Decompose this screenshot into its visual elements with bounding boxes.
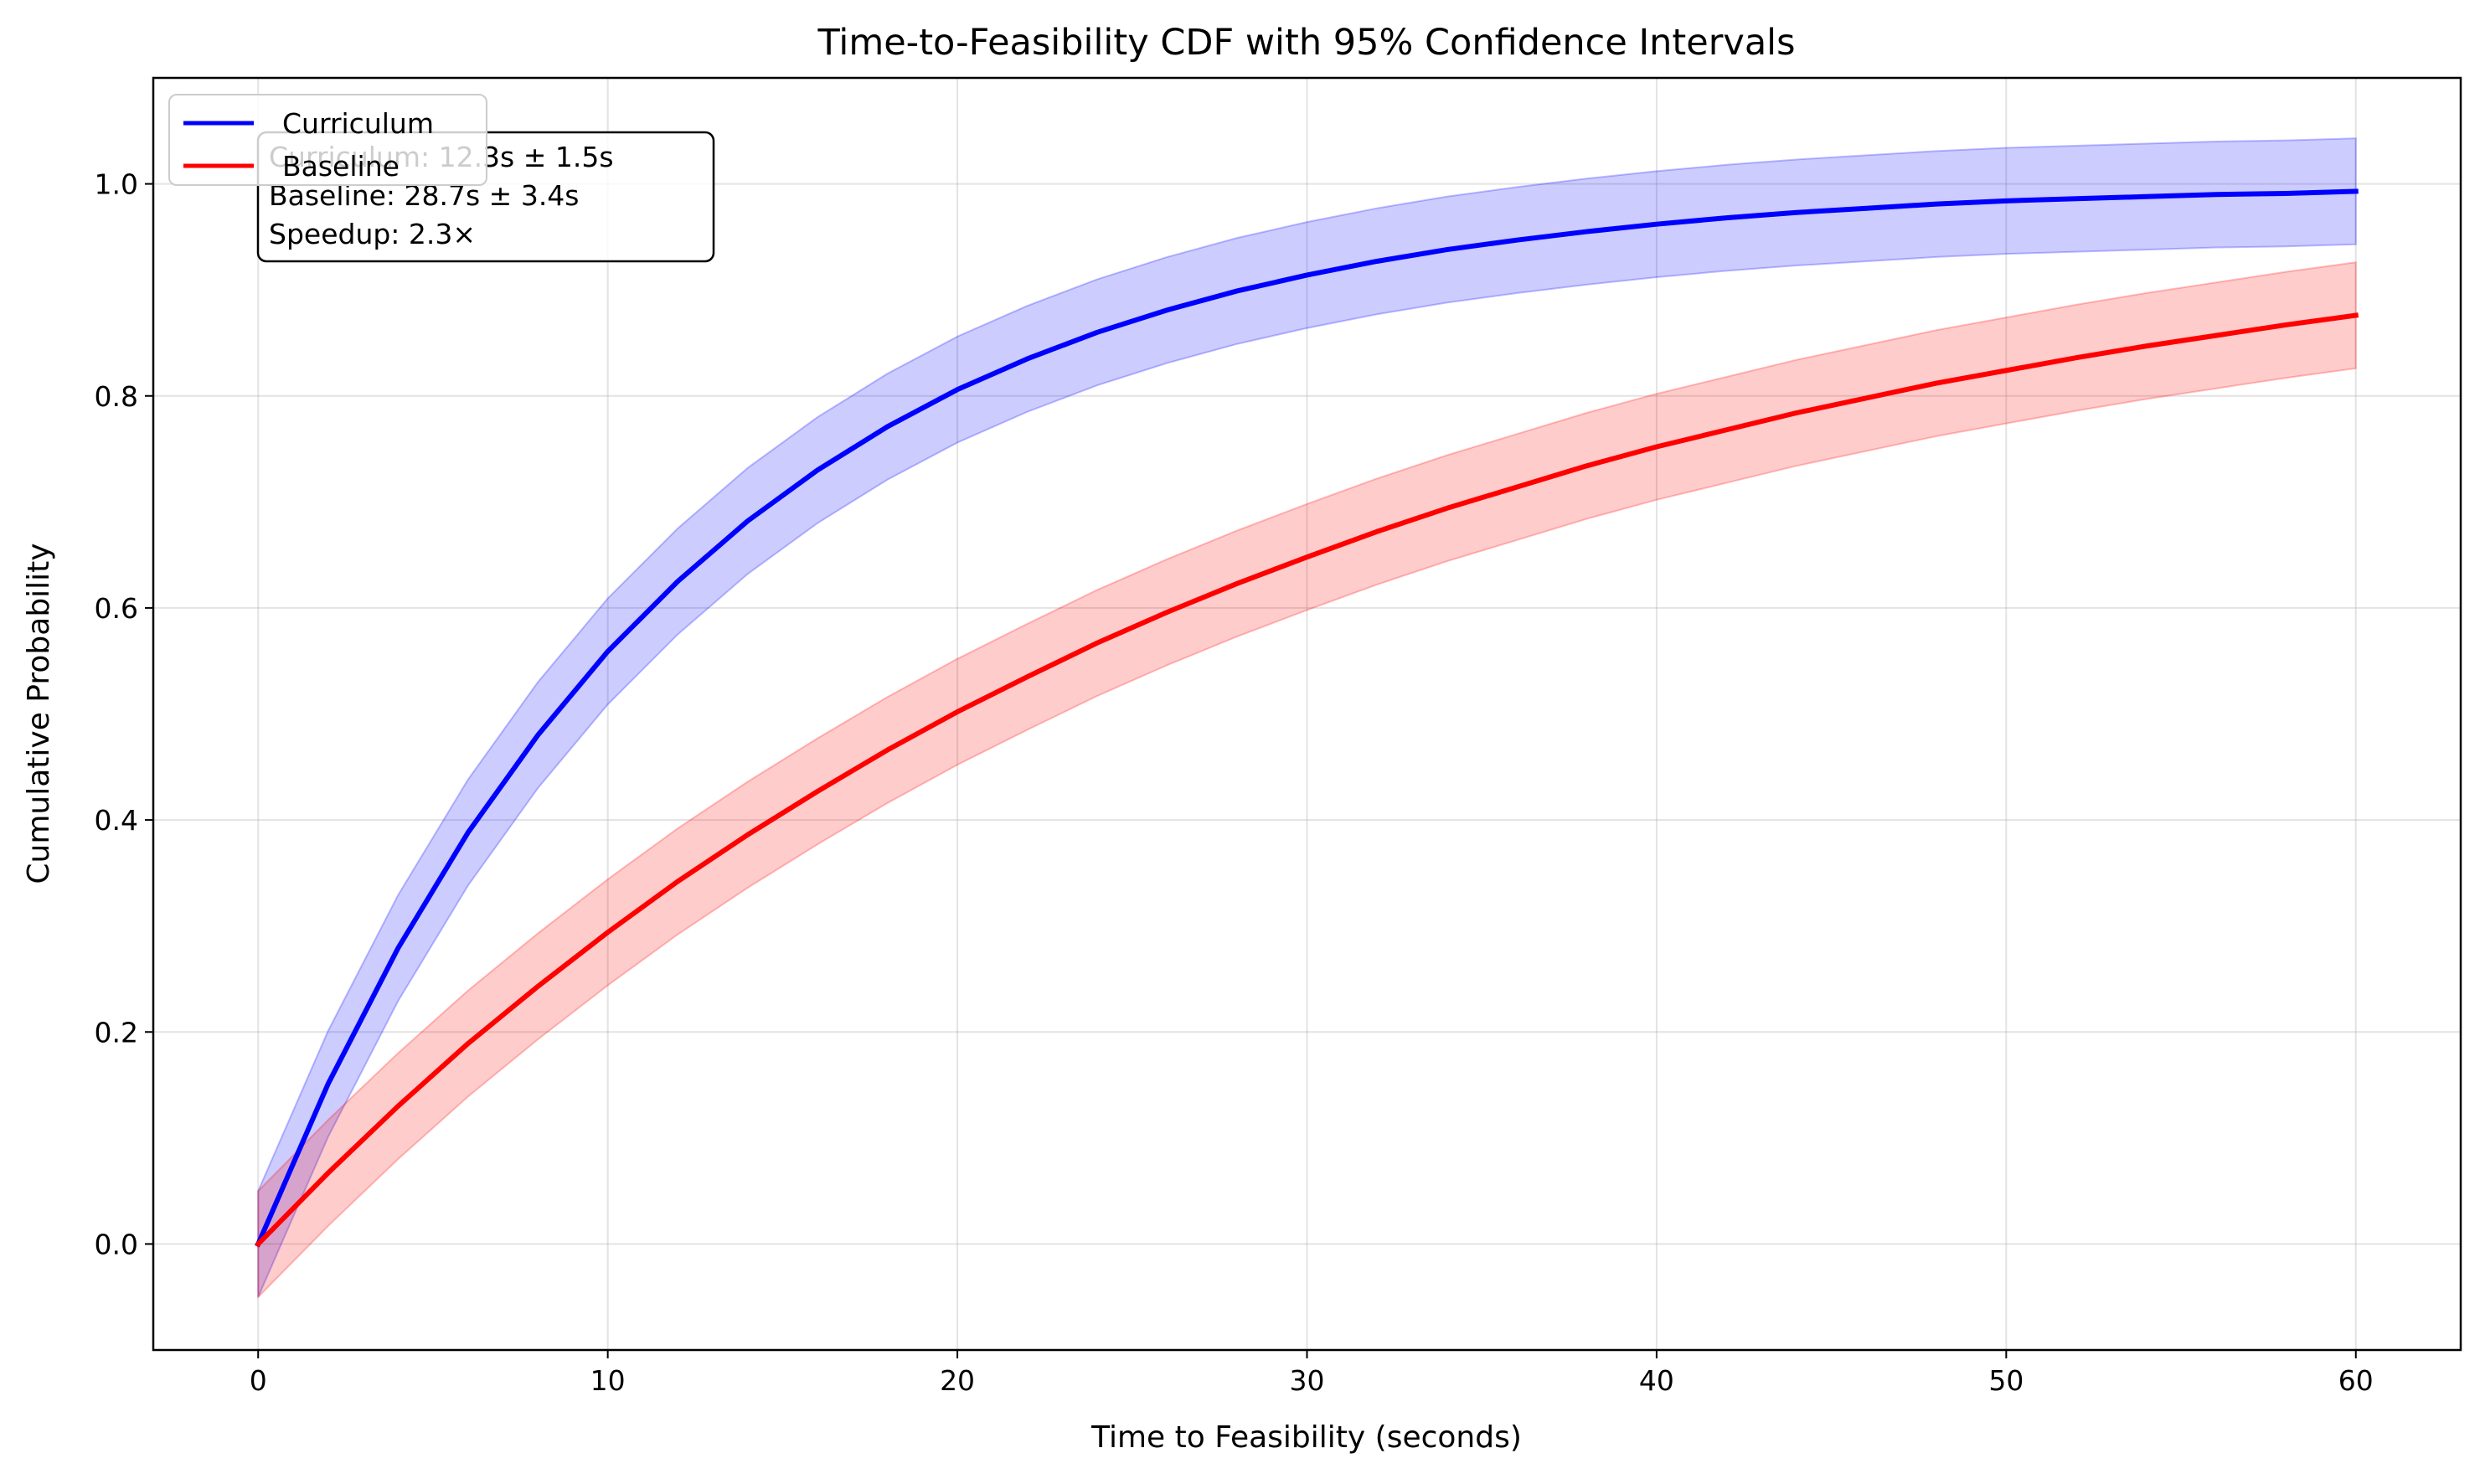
legend-frame [168, 94, 487, 186]
x-tick-label: 0 [250, 1364, 267, 1397]
x-axis-label: Time to Feasibility (seconds) [1090, 1420, 1522, 1455]
grid [153, 78, 2461, 1350]
legend-label-curriculum: Curriculum [282, 107, 434, 140]
y-tick-label: 0.0 [95, 1228, 138, 1260]
series-line-curriculum [255, 188, 2359, 1248]
x-tick-label: 30 [1290, 1364, 1325, 1397]
y-axis-label: Cumulative Probability [22, 543, 56, 884]
x-tick-label: 40 [1639, 1364, 1674, 1397]
y-tick-label: 0.8 [95, 380, 138, 413]
ci-band-curriculum [257, 137, 2357, 1298]
chart-title: Time-to-Feasibility CDF with 95% Confide… [817, 22, 1795, 64]
legend-label-baseline: Baseline [282, 150, 400, 183]
x-tick-label: 10 [590, 1364, 626, 1397]
ticks: 0 10 20 30 40 50 60 0.0 0.2 0.4 0.6 0.8 1.0 [95, 168, 2374, 1397]
series-lines [254, 188, 2359, 1248]
y-tick-label: 0.4 [95, 804, 138, 837]
series-line-baseline [254, 312, 2359, 1248]
y-tick-label: 0.2 [95, 1016, 138, 1049]
legend: Curriculum Baseline [168, 94, 487, 186]
x-tick-label: 50 [1988, 1364, 2024, 1397]
ci-band-baseline [257, 261, 2357, 1300]
confidence-bands [257, 137, 2357, 1300]
annotation-line-speedup: Speedup: 2.3× [269, 218, 476, 250]
y-tick-label: 1.0 [95, 168, 138, 201]
y-tick-label: 0.6 [95, 592, 138, 625]
x-tick-label: 60 [2338, 1364, 2374, 1397]
x-tick-label: 20 [940, 1364, 975, 1397]
